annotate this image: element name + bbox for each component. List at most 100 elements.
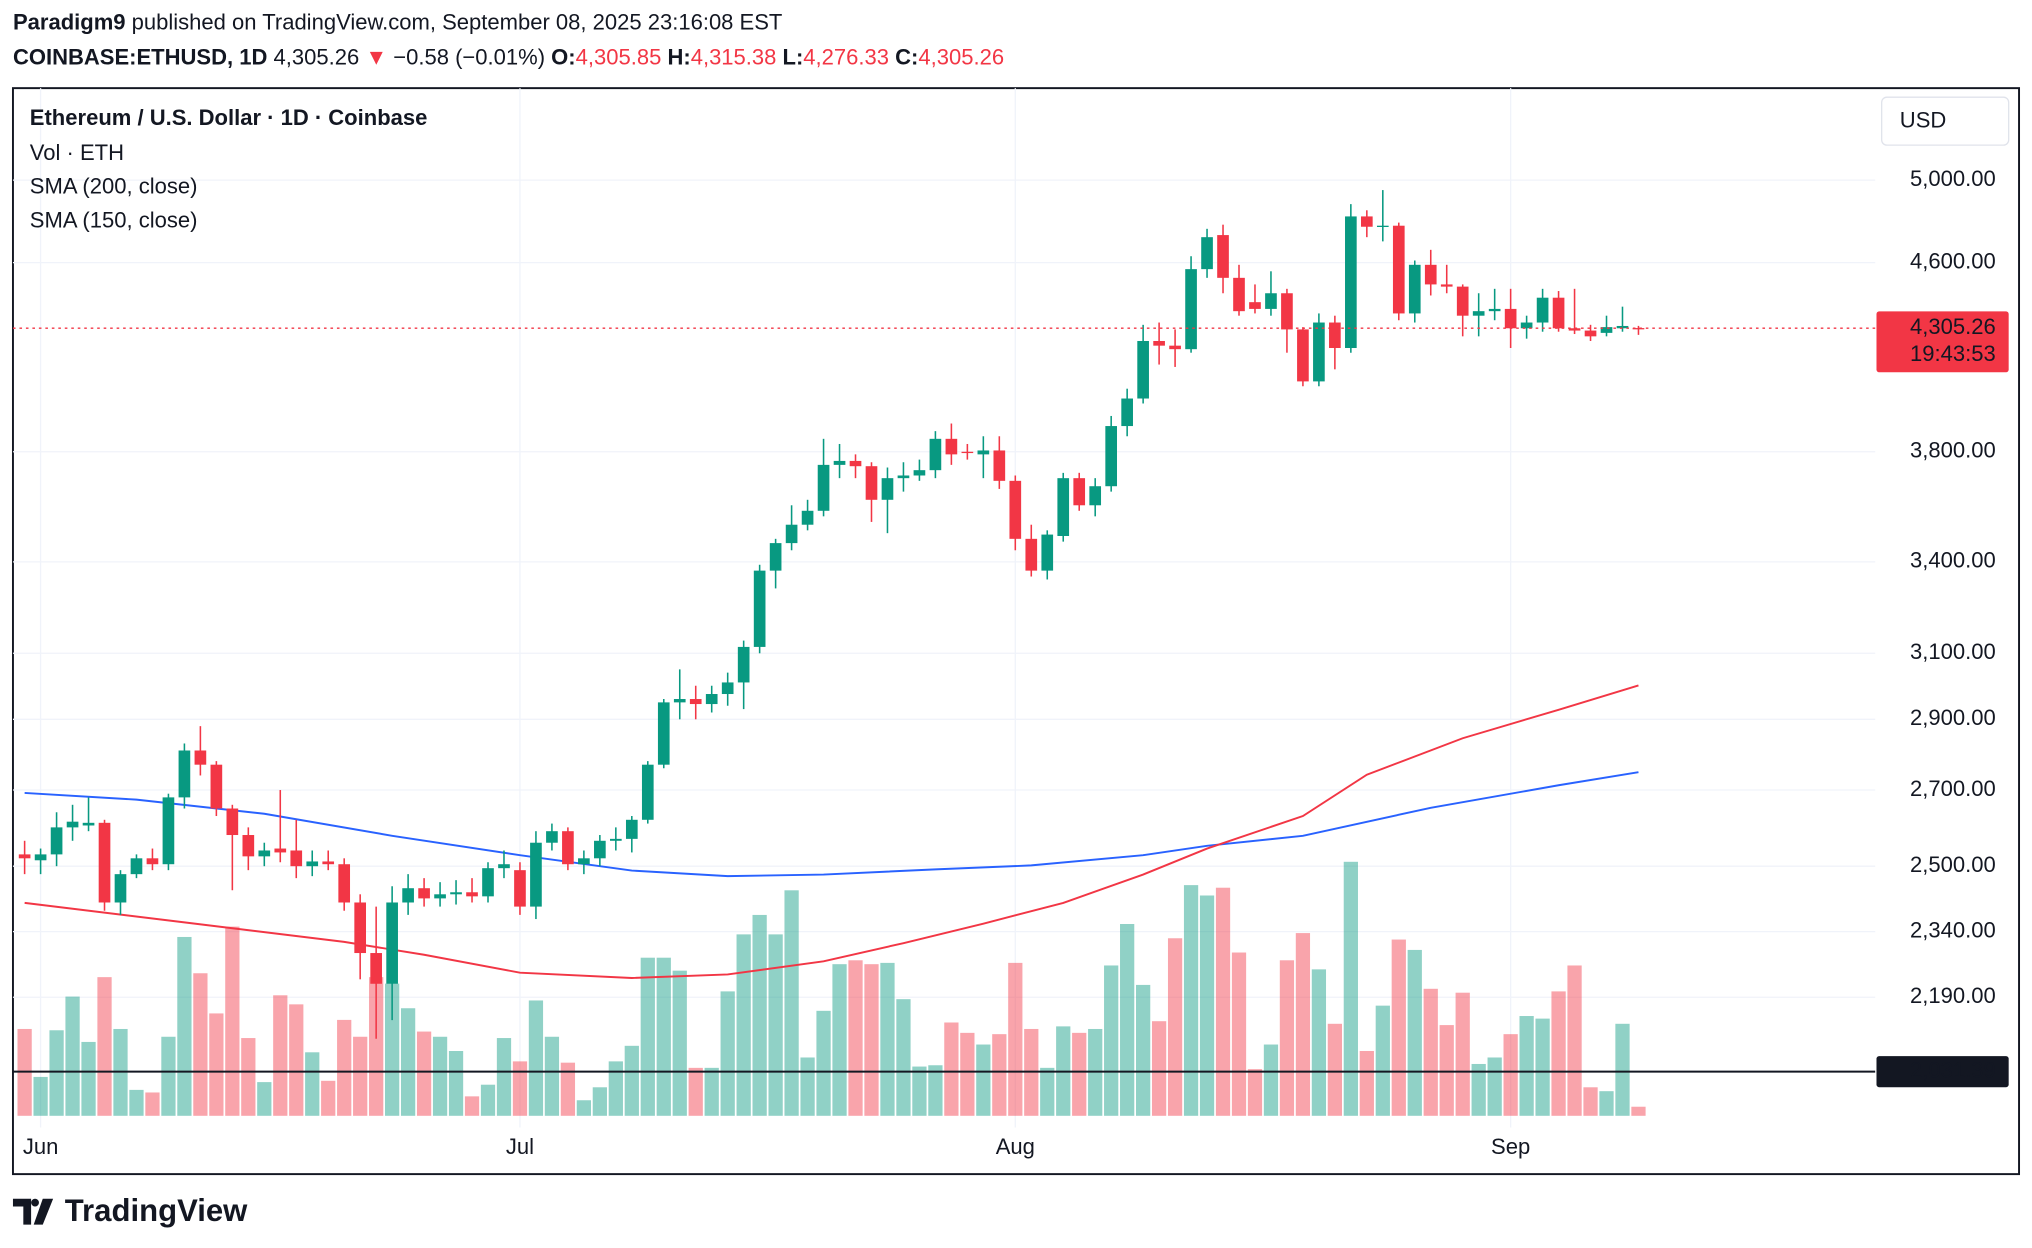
volume-bar	[321, 1080, 336, 1116]
candle-body	[1009, 480, 1022, 539]
volume-bar	[1583, 1087, 1598, 1116]
candle-body	[514, 870, 526, 907]
volume-bar	[1567, 965, 1582, 1116]
volume-bar	[1199, 895, 1215, 1116]
candle-body	[689, 699, 702, 705]
candle-body	[482, 868, 494, 897]
h-label: H:	[667, 44, 690, 69]
volume-bar	[544, 1036, 560, 1116]
logo-icon	[12, 1198, 54, 1225]
candle-body	[1041, 534, 1054, 571]
y-tick-label: 3,400.00	[1910, 548, 1996, 573]
volume-bar	[576, 1100, 592, 1116]
candle-body	[1360, 216, 1373, 227]
candle-body	[610, 838, 622, 841]
legend-entry: SMA (150, close)	[30, 207, 198, 232]
volume-bar	[1311, 969, 1327, 1116]
candle-body	[881, 478, 894, 500]
candle-body	[18, 854, 31, 859]
candle-body	[1249, 302, 1261, 309]
volume-bar	[816, 1010, 831, 1116]
y-tick-label: 2,340.00	[1910, 917, 1996, 942]
volume-bar	[1327, 1023, 1343, 1116]
volume-bar	[800, 1057, 815, 1116]
candle-body	[945, 438, 958, 455]
candle-body	[1600, 327, 1613, 333]
volume-bar	[1231, 952, 1247, 1116]
volume-bar	[880, 962, 895, 1116]
volume-bar	[305, 1052, 320, 1116]
candle-body	[977, 450, 990, 455]
candle-body	[242, 835, 255, 857]
candle-body	[130, 858, 143, 875]
x-tick-label: Jul	[506, 1134, 534, 1159]
volume-bar	[704, 1067, 719, 1116]
volume-bar	[432, 1036, 448, 1116]
volume-bar	[896, 999, 911, 1116]
candle-body	[498, 864, 510, 869]
volume-bar	[1279, 960, 1295, 1116]
candle-body	[1472, 311, 1485, 316]
candle-body	[274, 848, 287, 853]
arrow: ▼	[365, 44, 387, 69]
candle-body	[785, 524, 798, 544]
volume-bar	[1136, 984, 1151, 1116]
last: 4,305.26	[274, 44, 360, 69]
candle-body	[1552, 297, 1565, 329]
candle-body	[1185, 269, 1197, 350]
candle-body	[1584, 330, 1597, 337]
candle-body	[1504, 308, 1517, 329]
volume-bar	[464, 1096, 480, 1116]
candle-body	[1073, 478, 1086, 506]
candle-body	[1121, 398, 1133, 427]
candle-body	[578, 858, 590, 865]
candle-body	[194, 750, 207, 765]
candle-body	[434, 894, 446, 899]
candle-body	[1536, 297, 1549, 323]
candle-body	[849, 460, 862, 467]
header-line-2: COINBASE:ETHUSD, 1D 4,305.26 ▼ −0.58 (−0…	[13, 44, 1004, 69]
volume-bar	[1535, 1018, 1550, 1116]
volume-bar	[225, 926, 240, 1116]
candle-body	[562, 831, 574, 865]
last-price-box	[1876, 311, 2009, 373]
candle-body	[338, 864, 351, 903]
symbol: COINBASE:ETHUSD, 1D	[13, 44, 267, 69]
currency[interactable]: USD	[1900, 108, 1946, 133]
volume-bar	[832, 964, 847, 1116]
volume-bar	[528, 1000, 544, 1116]
candle-body	[1025, 538, 1038, 571]
candle-body	[769, 543, 782, 571]
currency-box[interactable]	[1881, 96, 2010, 146]
candle-body	[625, 819, 638, 839]
candle-body	[929, 438, 942, 471]
header-line-1: Paradigm9 published on TradingView.com, …	[13, 9, 782, 34]
candle-body	[1233, 277, 1245, 312]
candle-body	[386, 902, 398, 984]
candle-body	[50, 827, 63, 855]
candle-body	[1169, 345, 1181, 350]
volume-bar	[512, 1061, 528, 1116]
candle-body	[226, 808, 239, 836]
volume-bar	[624, 1045, 639, 1116]
hline-label: 2,031.39	[1910, 1057, 1996, 1082]
candle-body	[1313, 322, 1325, 382]
volume-bar	[1343, 861, 1358, 1116]
x-tick-label: Sep	[1491, 1134, 1530, 1159]
volume-bar	[33, 1076, 48, 1116]
y-tick-label: 3,100.00	[1910, 639, 1996, 664]
candle-body	[210, 764, 223, 809]
candle-body	[673, 699, 686, 703]
volume-bar	[1503, 1034, 1518, 1116]
volume-bar	[1471, 1063, 1486, 1116]
volume-bar	[1247, 1069, 1263, 1116]
legend-entry: SMA (200, close)	[30, 174, 198, 199]
volume-bar	[736, 934, 751, 1116]
candle-body	[1329, 322, 1341, 349]
candle-body	[801, 510, 814, 525]
last-price-label: 4,305.26	[1910, 314, 1996, 339]
volume-bar	[1215, 887, 1231, 1116]
logo: TradingView	[12, 1193, 248, 1228]
volume-bar	[161, 1036, 176, 1116]
volume-bar	[1263, 1044, 1279, 1116]
